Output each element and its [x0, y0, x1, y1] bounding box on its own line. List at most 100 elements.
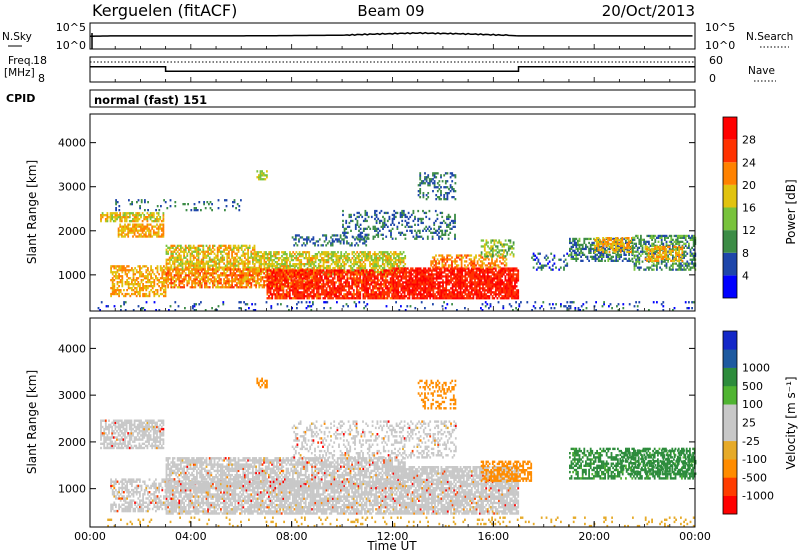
heatmap-cell	[240, 274, 243, 277]
heatmap-cell	[325, 283, 328, 286]
heatmap-cell	[353, 259, 355, 262]
heatmap-cell	[210, 278, 213, 281]
heatmap-cell	[348, 289, 350, 292]
heatmap-cell	[430, 277, 433, 280]
heatmap-cell	[130, 220, 133, 223]
heatmap-cell	[446, 256, 449, 259]
heatmap-cell	[247, 282, 249, 285]
heatmap-cell	[383, 223, 386, 226]
heatmap-cell	[184, 260, 187, 263]
heatmap-cell	[464, 269, 467, 272]
heatmap-cell	[483, 291, 486, 294]
heatmap-cell	[192, 278, 195, 281]
heatmap-cell	[162, 214, 165, 217]
heatmap-cell	[322, 257, 325, 260]
heatmap-cell	[229, 264, 232, 267]
heatmap-cell	[341, 269, 344, 272]
heatmap-cell	[419, 279, 422, 282]
heatmap-cell	[340, 291, 342, 294]
heatmap-cell	[488, 283, 491, 286]
heatmap-cell	[470, 291, 473, 294]
heatmap-cell	[300, 277, 302, 280]
heatmap-cell	[194, 276, 197, 279]
heatmap-cell	[357, 269, 360, 272]
heatmap-cell	[144, 235, 147, 238]
heatmap-cell	[204, 256, 206, 259]
heatmap-cell	[156, 216, 158, 219]
heatmap-cell	[145, 281, 148, 284]
heatmap-cell	[364, 219, 367, 223]
heatmap-cell	[493, 291, 496, 294]
heatmap-cell	[373, 255, 376, 258]
heatmap-cell	[140, 227, 142, 230]
heatmap-cell	[330, 271, 333, 274]
heatmap-cell	[479, 264, 482, 267]
heatmap-cell	[376, 277, 379, 280]
heatmap-cell	[389, 277, 392, 280]
heatmap-cell	[316, 275, 318, 278]
heatmap-cell	[301, 279, 304, 282]
heatmap-cell	[472, 269, 475, 272]
heatmap-cell	[426, 269, 428, 272]
heatmap-cell	[181, 280, 184, 283]
heatmap-cell	[454, 260, 457, 263]
heatmap-cell	[240, 278, 243, 281]
heatmap-cell	[361, 231, 364, 234]
heatmap-cell	[181, 278, 184, 281]
heatmap-cell	[120, 229, 123, 232]
heatmap-cell	[264, 276, 267, 279]
heatmap-cell	[365, 275, 368, 278]
heatmap-cell	[517, 291, 520, 294]
heatmap-cell	[470, 297, 473, 300]
heatmap-cell	[277, 287, 280, 290]
heatmap-cell	[377, 270, 379, 274]
heatmap-cell	[411, 293, 414, 296]
heatmap-cell	[434, 287, 436, 290]
heatmap-cell	[152, 212, 155, 215]
heatmap-cell	[252, 248, 254, 251]
heatmap-cell	[196, 252, 198, 255]
heatmap-cell	[460, 260, 463, 263]
heatmap-cell	[397, 268, 400, 272]
heatmap-cell	[470, 273, 473, 276]
heatmap-cell	[186, 246, 189, 249]
heatmap-cell	[208, 268, 211, 271]
heatmap-cell	[398, 273, 401, 276]
heatmap-cell	[388, 217, 391, 221]
heatmap-cell	[260, 270, 262, 273]
heatmap-cell	[375, 264, 378, 268]
heatmap-cell	[393, 253, 395, 256]
heatmap-cell	[133, 220, 136, 223]
heatmap-cell	[134, 287, 136, 290]
heatmap-cell	[506, 297, 508, 300]
heatmap-cell	[263, 268, 265, 271]
heatmap-cell	[140, 214, 142, 217]
heatmap-cell	[328, 291, 331, 294]
heatmap-cell	[127, 216, 130, 219]
heatmap-cell	[362, 255, 365, 258]
heatmap-cell	[506, 291, 508, 294]
heatmap-cell	[478, 277, 481, 280]
heatmap-cell	[192, 282, 195, 285]
heatmap-cell	[325, 293, 328, 296]
heatmap-cell	[304, 283, 307, 286]
heatmap-cell	[327, 251, 330, 254]
heatmap-cell	[330, 295, 333, 298]
heatmap-cell	[509, 293, 512, 296]
heatmap-cell	[454, 281, 457, 284]
heatmap-cell	[196, 248, 198, 251]
heatmap-cell	[439, 258, 442, 261]
heatmap-cell	[357, 281, 360, 284]
heatmap-cell	[202, 250, 205, 253]
heatmap-cell	[388, 281, 390, 284]
heatmap-cell	[204, 270, 206, 273]
heatmap-cell	[380, 291, 382, 294]
heatmap-cell	[464, 267, 467, 270]
heatmap-cell	[308, 261, 311, 264]
heatmap-cell	[432, 279, 435, 282]
heatmap-cell	[485, 275, 488, 278]
heatmap-cell	[127, 292, 130, 296]
heatmap-cell	[507, 289, 510, 292]
heatmap-cell	[408, 293, 411, 296]
heatmap-cell	[220, 278, 222, 281]
